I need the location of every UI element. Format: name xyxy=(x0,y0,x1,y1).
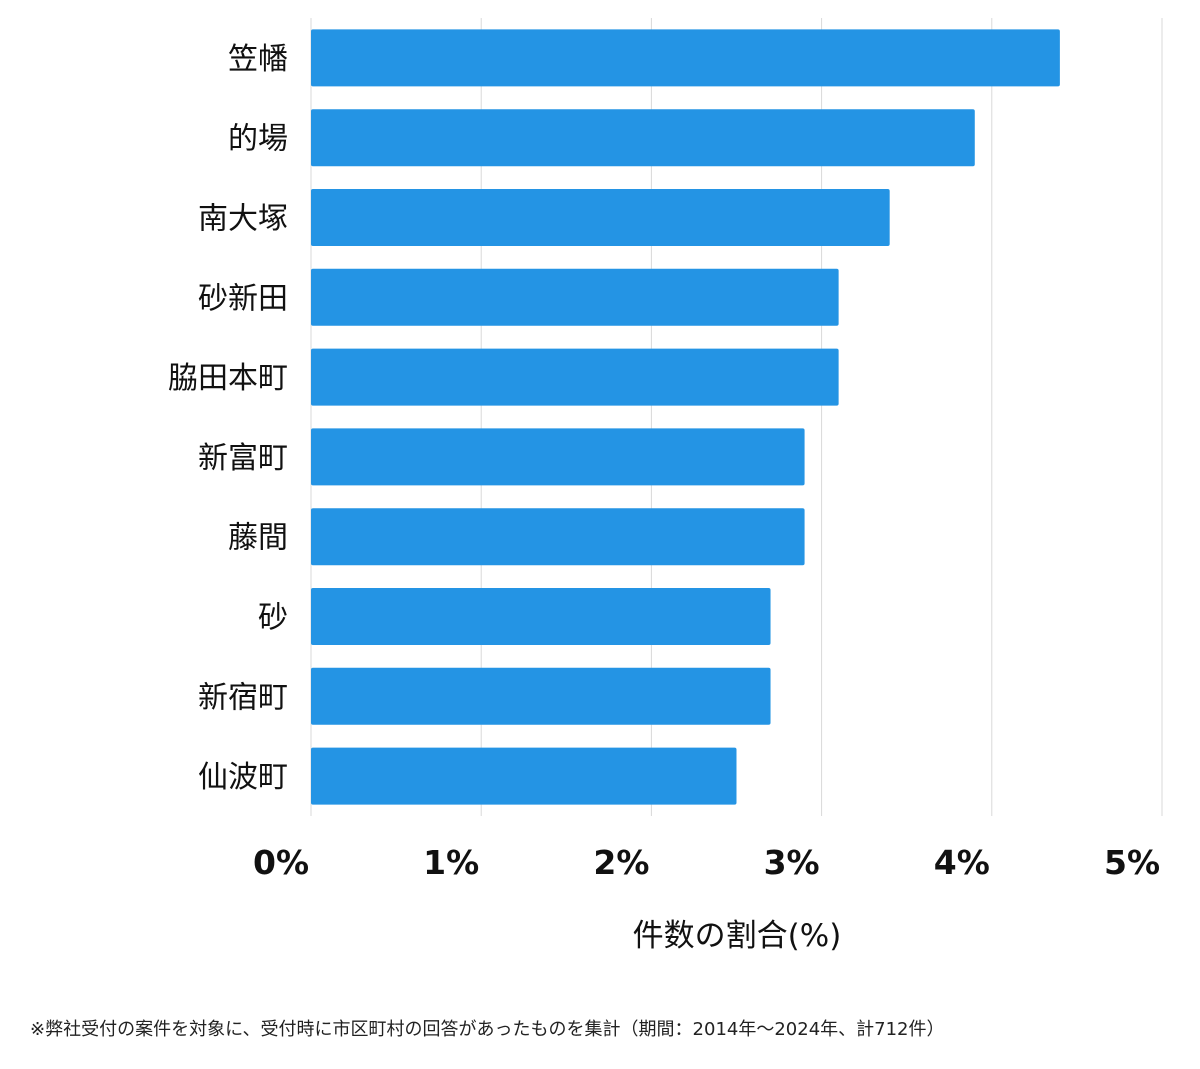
bar xyxy=(311,189,890,246)
bar xyxy=(311,348,839,406)
bar xyxy=(311,29,1060,87)
category-label: 笠幡 xyxy=(228,42,288,77)
x-tick-label: 2% xyxy=(593,843,649,882)
bar xyxy=(311,667,771,725)
x-tick-label: 4% xyxy=(934,843,990,882)
bars xyxy=(311,29,1060,805)
x-tick-label: 5% xyxy=(1104,843,1160,882)
x-tick-label: 0% xyxy=(253,843,309,882)
x-tick-labels: 0% 1% 2% 3% 4% 5% xyxy=(253,843,1160,882)
category-label: 藤間 xyxy=(228,521,288,556)
bar xyxy=(311,428,805,486)
category-label: 脇田本町 xyxy=(168,361,288,396)
category-label: 砂新田 xyxy=(198,281,288,316)
x-tick-label: 1% xyxy=(423,843,479,882)
bar xyxy=(311,747,737,805)
category-label: 新宿町 xyxy=(198,680,288,715)
bar xyxy=(311,268,839,326)
x-axis-title: 件数の割合(%) xyxy=(633,918,842,954)
bar xyxy=(311,508,805,566)
bar xyxy=(311,109,975,167)
category-label: 南大塚 xyxy=(198,202,288,237)
x-tick-label: 3% xyxy=(764,843,820,882)
category-label: 的場 xyxy=(228,122,288,157)
category-label: 砂 xyxy=(258,601,288,636)
bar xyxy=(311,588,771,645)
footnote: ※弊社受付の案件を対象に、受付時に市区町村の回答があったものを集計（期間：201… xyxy=(30,1019,945,1040)
category-label: 仙波町 xyxy=(198,760,288,795)
category-label: 新富町 xyxy=(198,441,288,476)
